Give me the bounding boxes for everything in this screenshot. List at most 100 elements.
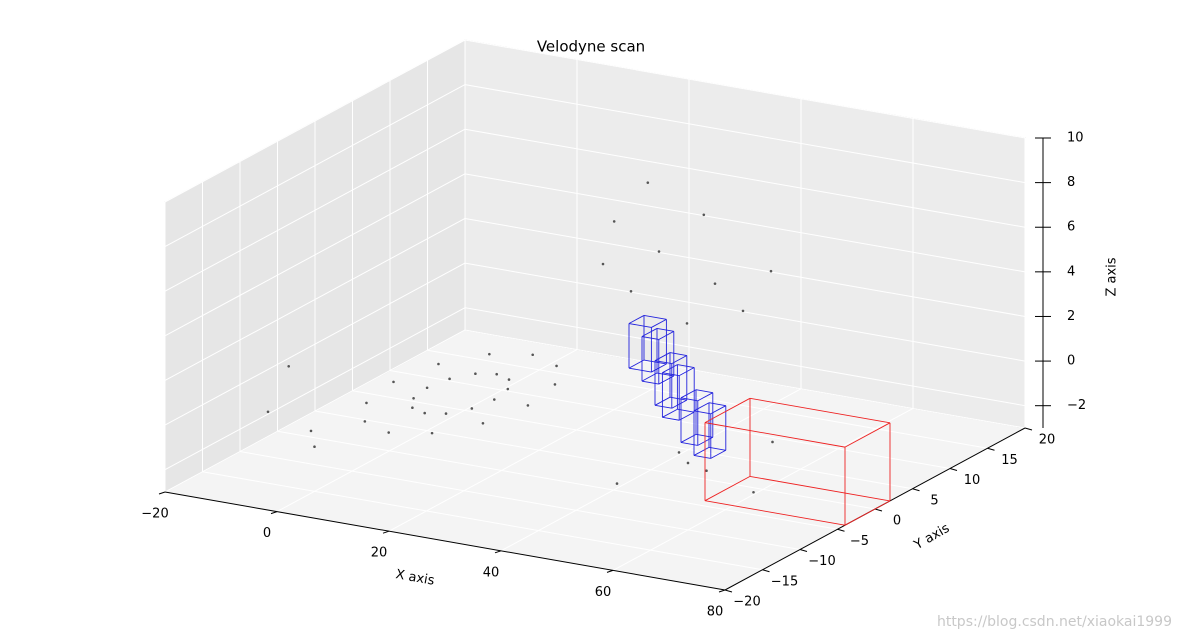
box-edge [704,476,751,502]
point [646,181,650,184]
box-edge [641,372,658,382]
y-tick [799,549,808,552]
point [555,364,558,368]
y-tick-label: 20 [1039,433,1056,448]
y-tick [987,447,995,451]
point [685,322,689,325]
y-tick-label: −20 [733,595,760,610]
box-edge [710,405,727,415]
point [266,410,270,414]
grid-line [352,390,913,490]
box-edge [680,433,697,443]
point [392,380,395,384]
chart-title: Velodyne scan [537,38,645,56]
point [495,372,499,376]
box-edge [662,372,680,377]
grid-line [427,349,988,449]
point [657,250,661,253]
box-edge [749,397,891,424]
grid-line [164,307,466,471]
point [387,431,391,434]
point [771,440,774,444]
y-tick [912,488,920,492]
z-tick-label: 4 [1067,264,1075,279]
box-edge [669,396,687,401]
box-edge [844,500,891,526]
point [448,377,451,381]
grid-line [277,430,838,530]
y-tick-label: −15 [771,574,798,589]
y-tick-label: −10 [808,554,835,569]
grid-line [164,128,466,292]
x-tick-label: 80 [707,605,724,620]
point [493,398,496,401]
grid-line [464,39,1026,139]
box-edge [662,416,680,421]
point [686,461,690,465]
box-edge [693,455,711,459]
y-tick-label: 15 [1001,453,1018,468]
point [411,406,414,410]
box-edge [680,389,697,399]
point [769,269,773,273]
grid-line [164,173,466,337]
y-tick-label: 0 [893,514,901,529]
point [470,407,474,410]
point [752,490,755,494]
grid-line [389,370,951,469]
y-tick-label: 5 [930,493,938,508]
x-tick-label: −20 [141,507,168,522]
point [601,262,605,266]
box-edge [697,392,714,402]
box-edge [658,375,675,385]
x-axis-label: X axis [394,567,435,589]
y-tick [949,468,958,471]
grid-line [202,471,763,571]
y-tick [1024,427,1033,431]
point [313,445,316,449]
z-tick-label: −2 [1067,398,1086,413]
point [363,420,367,423]
point [705,469,708,473]
box-edge [671,355,688,365]
point [423,411,427,415]
box-edge [628,315,645,324]
z-tick-label: 6 [1067,220,1075,235]
x-tick [158,491,166,495]
box-edge [680,397,698,402]
box-edge [677,408,695,413]
point [287,364,291,368]
box-edge [693,402,710,412]
y-tick-label: −5 [850,534,869,549]
z-tick-label: 0 [1067,354,1075,369]
point [488,352,491,356]
grid-line [164,84,466,248]
point [741,309,745,313]
grid-line [464,217,1026,317]
grid-line [464,128,1026,228]
x-tick [718,589,726,593]
point [365,401,368,405]
box-edge [656,372,674,377]
point [481,421,485,425]
y-tick [762,569,770,573]
box-edge [654,360,672,365]
y-tick [874,508,883,512]
box-edge [643,314,667,320]
x-tick [494,550,502,554]
box-edge [656,327,674,332]
point [713,282,717,285]
grid-line [164,39,466,203]
grid-line [164,262,466,426]
y-tick-label: 10 [964,473,981,488]
box-edge [710,449,727,459]
point [425,386,429,390]
box-edge [695,433,713,438]
grid-line [464,173,1026,273]
z-tick-label: 2 [1067,309,1075,324]
grid-line [164,218,466,381]
box-edge [844,422,891,448]
point [677,451,681,454]
box-edge [704,397,751,424]
box-edge [749,475,891,502]
